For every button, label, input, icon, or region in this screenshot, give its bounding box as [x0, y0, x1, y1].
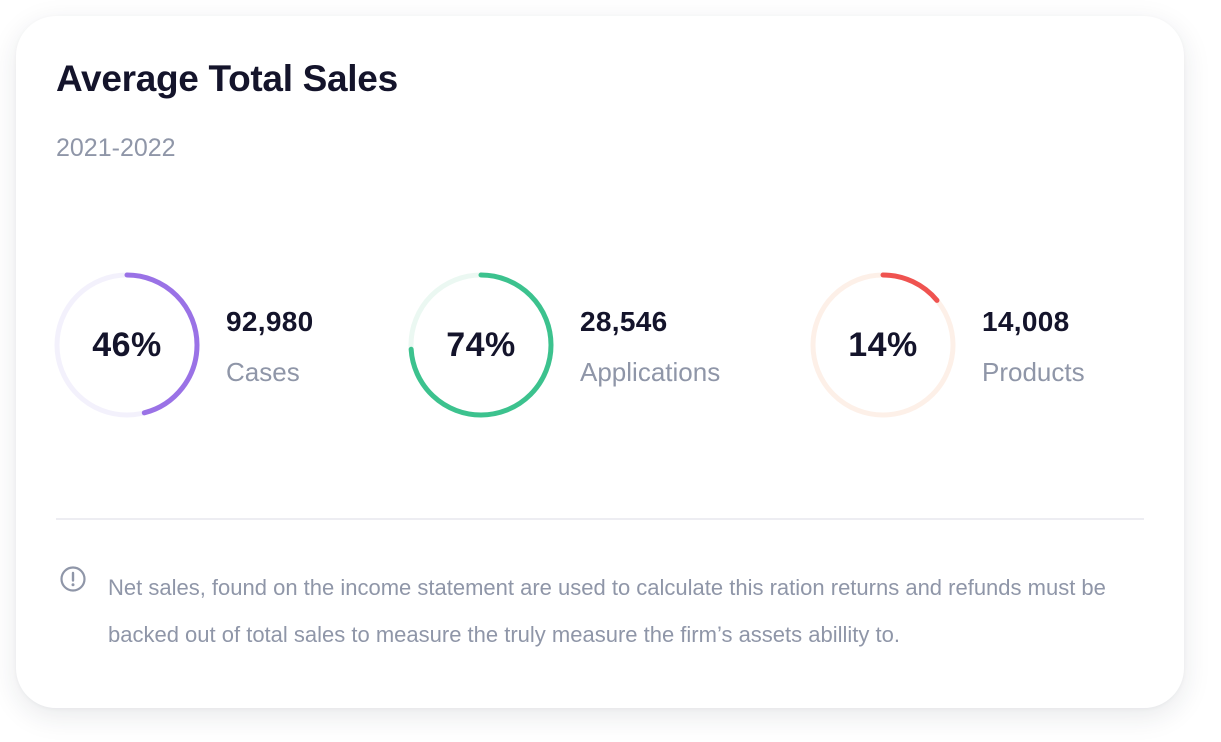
card-title: Average Total Sales [56, 58, 398, 99]
info-circle-icon [60, 566, 86, 592]
percent-label: 46% [92, 325, 162, 364]
ring-progress-arc [408, 272, 554, 418]
sales-card: Average Total Sales 2021-2022 46% 92,980… [16, 16, 1184, 708]
percent-label: 14% [848, 325, 918, 364]
divider [56, 518, 1144, 520]
stat-label: Applications [580, 357, 721, 387]
info-note: Net sales, found on the income statement… [108, 575, 1106, 647]
progress-ring-applications: 74% [406, 270, 556, 420]
ring-progress-arc [810, 272, 956, 418]
stat-label: Cases [226, 357, 300, 387]
stat-value: 92,980 [226, 306, 314, 337]
stat-value: 14,008 [982, 306, 1070, 337]
progress-ring-products: 14% [808, 270, 958, 420]
stat-label: Products [982, 357, 1085, 387]
stat-value: 28,546 [580, 306, 668, 337]
progress-ring-cases: 46% [52, 270, 202, 420]
percent-label: 74% [446, 325, 516, 364]
card-subtitle: 2021-2022 [56, 134, 176, 162]
ring-progress-arc [54, 272, 200, 418]
